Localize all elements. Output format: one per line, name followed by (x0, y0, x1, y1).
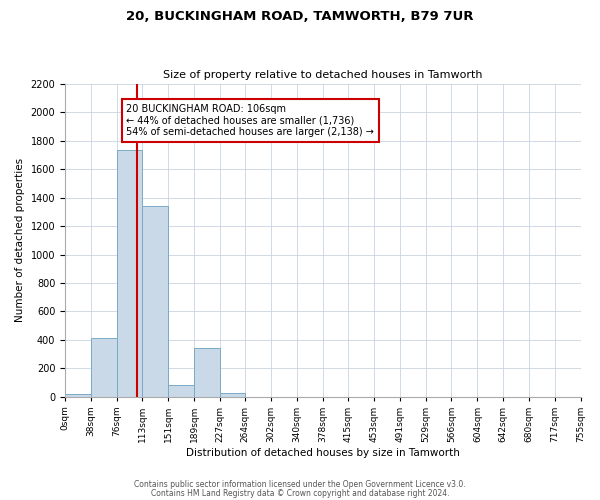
Text: 20 BUCKINGHAM ROAD: 106sqm
← 44% of detached houses are smaller (1,736)
54% of s: 20 BUCKINGHAM ROAD: 106sqm ← 44% of deta… (127, 104, 374, 137)
Bar (168, 385, 194, 396)
Bar (117, 150, 142, 396)
Bar (142, 206, 168, 396)
Bar (91, 338, 117, 396)
X-axis label: Distribution of detached houses by size in Tamworth: Distribution of detached houses by size … (186, 448, 460, 458)
Bar (220, 393, 245, 396)
Text: 20, BUCKINGHAM ROAD, TAMWORTH, B79 7UR: 20, BUCKINGHAM ROAD, TAMWORTH, B79 7UR (126, 10, 474, 23)
Y-axis label: Number of detached properties: Number of detached properties (15, 158, 25, 322)
Bar (194, 348, 220, 397)
Text: Contains HM Land Registry data © Crown copyright and database right 2024.: Contains HM Land Registry data © Crown c… (151, 488, 449, 498)
Title: Size of property relative to detached houses in Tamworth: Size of property relative to detached ho… (163, 70, 482, 81)
Bar (65, 394, 91, 396)
Text: Contains public sector information licensed under the Open Government Licence v3: Contains public sector information licen… (134, 480, 466, 489)
